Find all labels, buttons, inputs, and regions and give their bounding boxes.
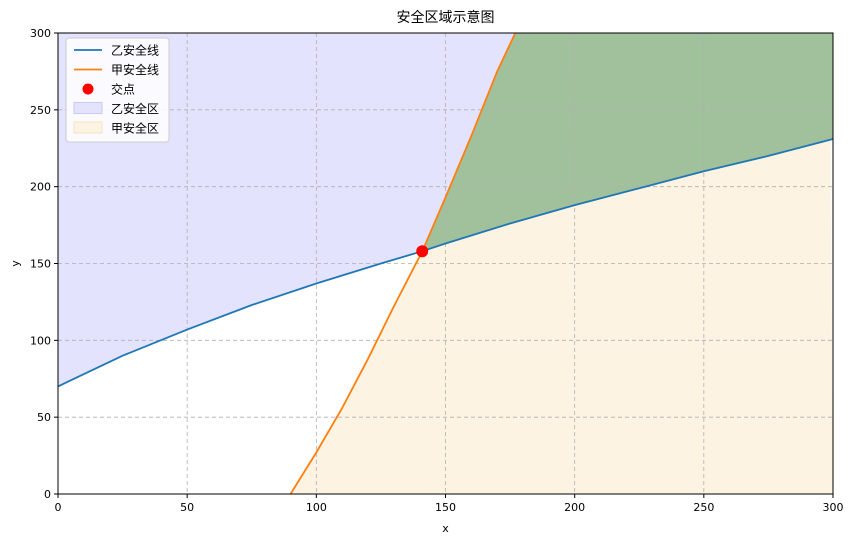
x-tick-label: 300 bbox=[823, 501, 844, 514]
y-axis-label: y bbox=[9, 260, 22, 267]
chart-title: 安全区域示意图 bbox=[397, 9, 495, 26]
x-axis-label: x bbox=[442, 522, 449, 535]
x-tick-label: 0 bbox=[55, 501, 62, 514]
area-fill-jia bbox=[290, 139, 833, 494]
safe-area-fills bbox=[58, 33, 833, 494]
y-tick-label: 50 bbox=[37, 411, 51, 424]
x-tick-label: 250 bbox=[693, 501, 714, 514]
x-axis-ticks: 0 50 100 150 200 250 300 bbox=[55, 494, 844, 514]
x-tick-label: 100 bbox=[306, 501, 327, 514]
series-lines bbox=[57, 32, 834, 495]
legend-label: 甲安全区 bbox=[111, 121, 159, 136]
x-tick-label: 50 bbox=[180, 501, 194, 514]
intersection-point bbox=[416, 245, 429, 258]
y-tick-label: 250 bbox=[30, 104, 51, 117]
y-tick-label: 150 bbox=[30, 258, 51, 271]
legend-box bbox=[65, 37, 170, 143]
y-tick-label: 100 bbox=[30, 334, 51, 347]
legend-swatch-patch bbox=[73, 102, 103, 114]
legend-swatch-dot bbox=[82, 83, 94, 95]
area-fill-overlap bbox=[422, 33, 833, 252]
y-tick-label: 300 bbox=[30, 27, 51, 40]
x-tick-label: 150 bbox=[435, 501, 456, 514]
y-axis-ticks: 0 50 100 150 200 250 300 bbox=[30, 27, 58, 501]
y-tick-label: 0 bbox=[44, 488, 51, 501]
area-fill-yi bbox=[58, 33, 516, 387]
legend-label: 乙安全区 bbox=[111, 101, 159, 116]
series-line-1 bbox=[57, 138, 834, 388]
legend-label: 甲安全线 bbox=[111, 62, 159, 77]
legend-label: 交点 bbox=[111, 82, 135, 97]
intersection-points bbox=[416, 245, 429, 258]
x-tick-label: 200 bbox=[564, 501, 585, 514]
legend-label: 乙安全线 bbox=[111, 43, 159, 58]
y-tick-label: 200 bbox=[30, 181, 51, 194]
legend-swatch-patch bbox=[73, 121, 103, 134]
series-line-2 bbox=[289, 32, 517, 495]
